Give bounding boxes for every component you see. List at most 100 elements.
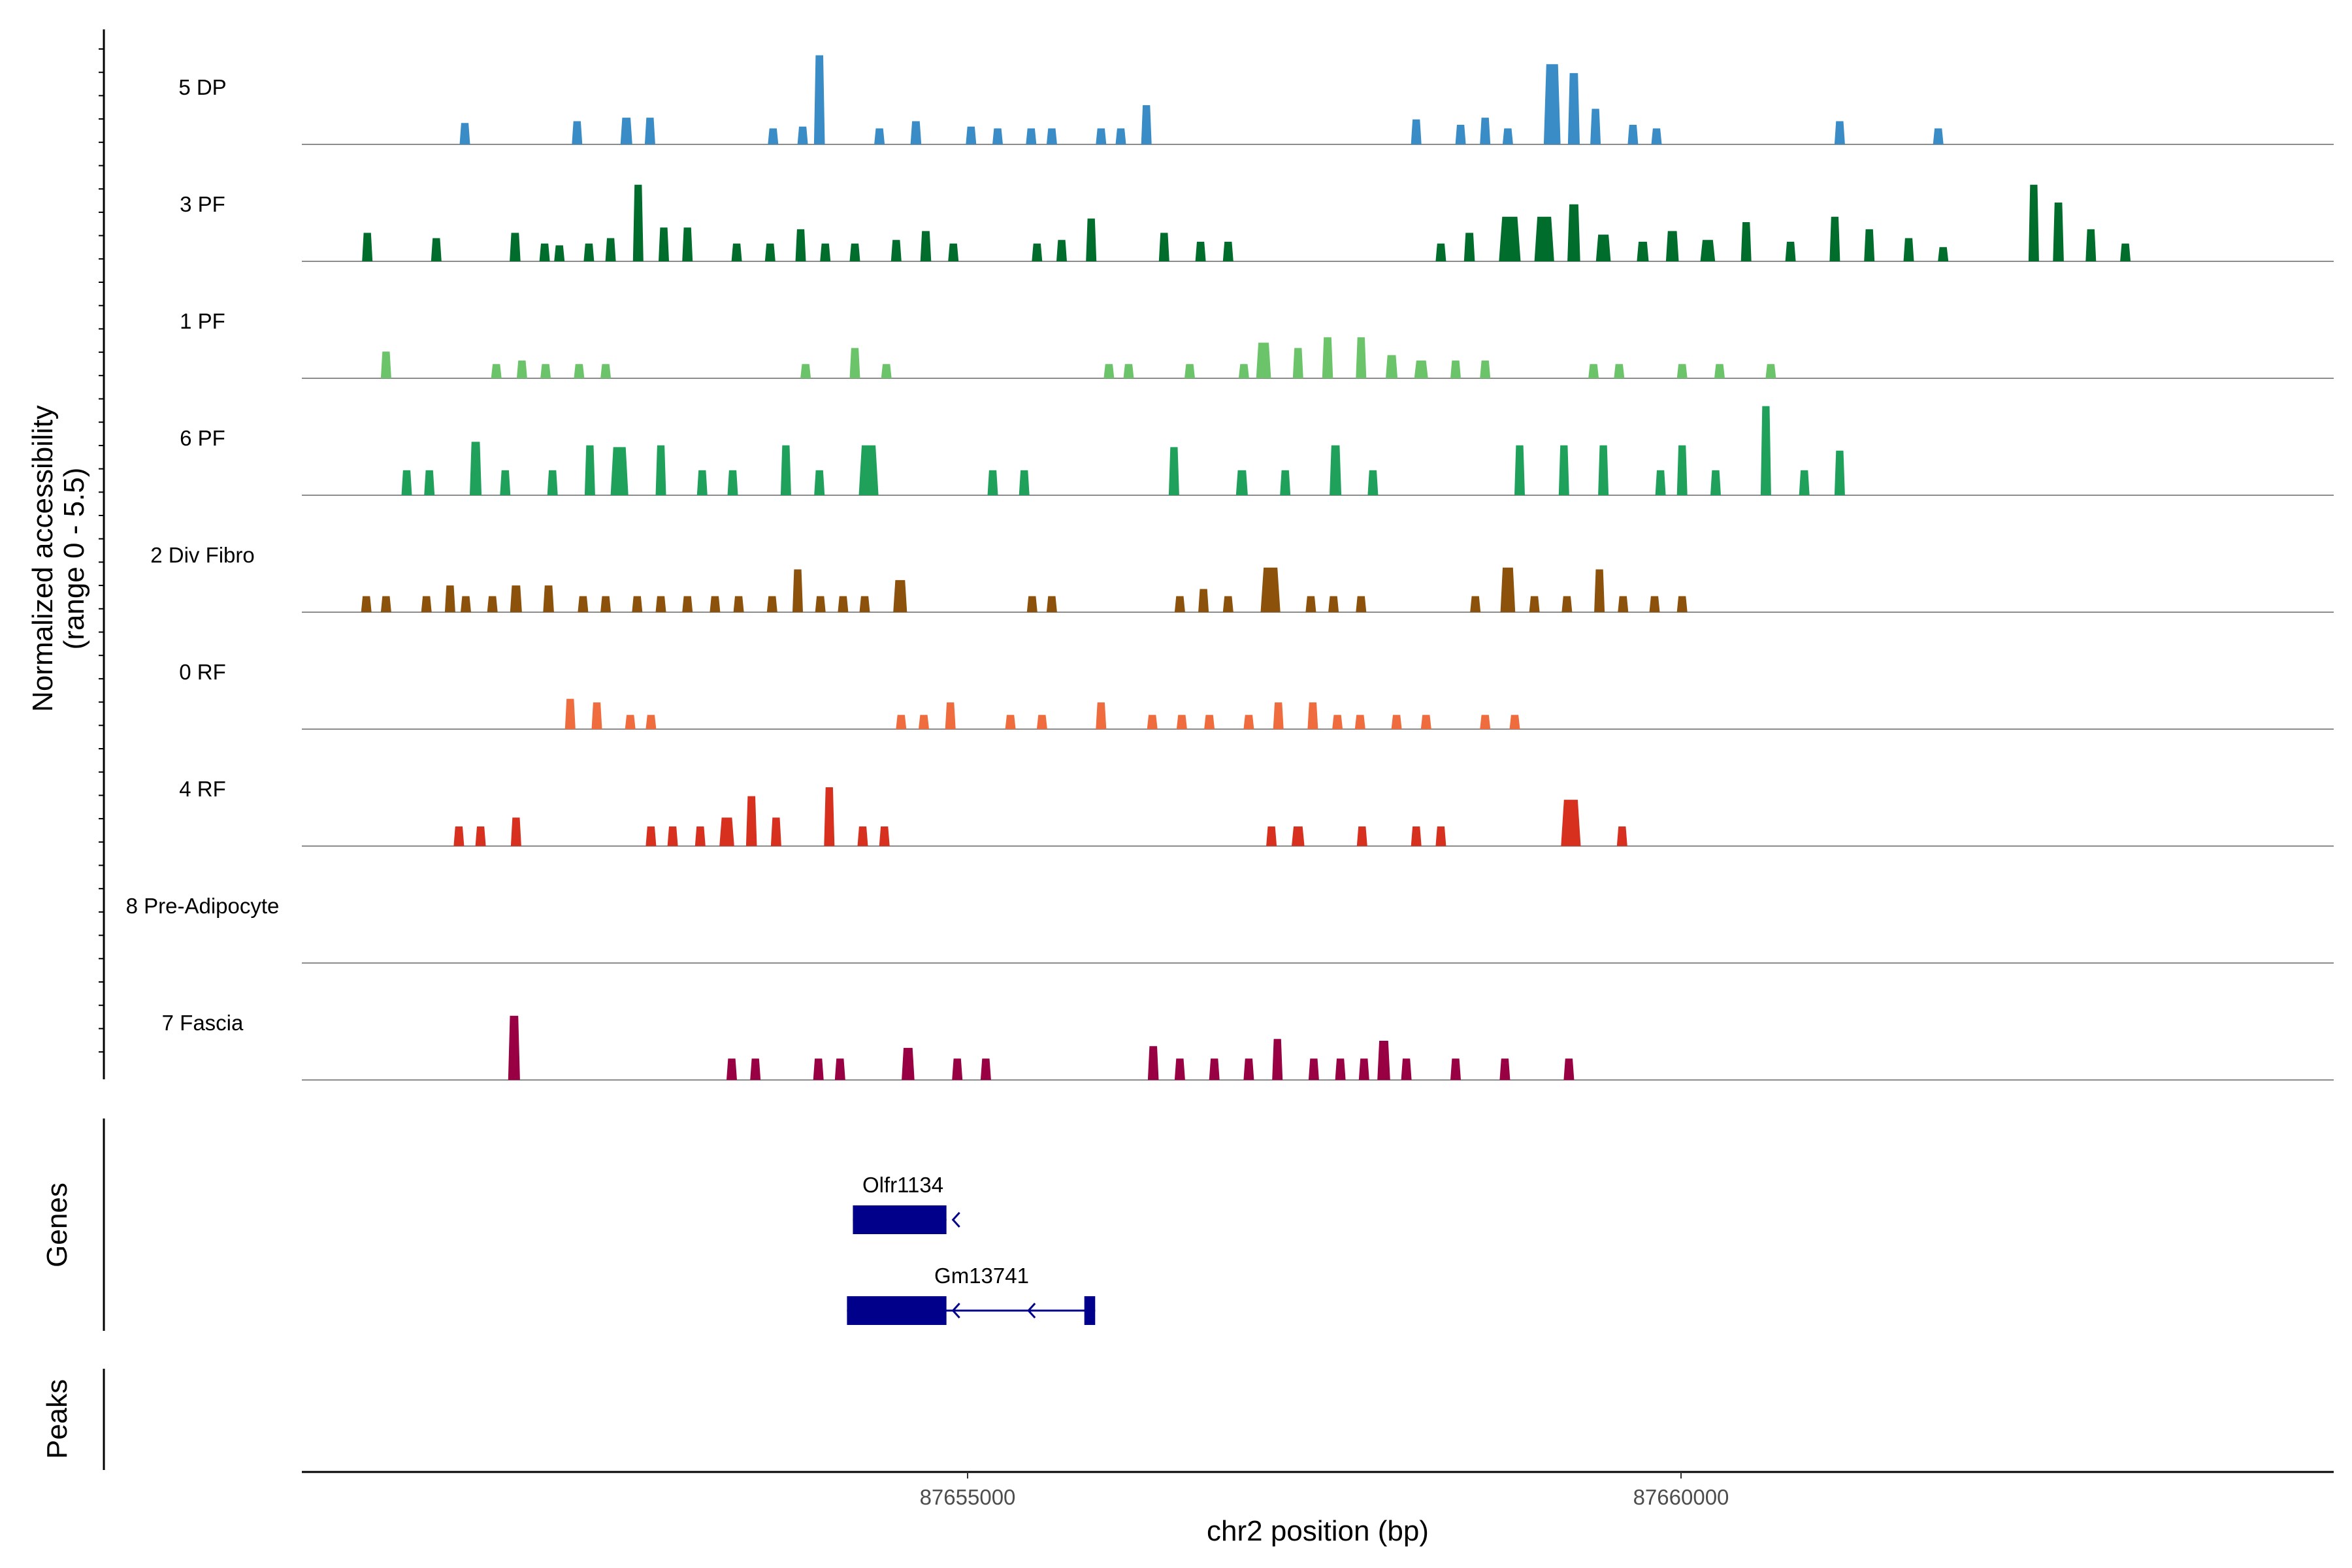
coverage-peak: [1938, 247, 1949, 261]
coverage-peak: [1655, 470, 1666, 495]
coverage-peak: [1567, 204, 1580, 261]
coverage-peak: [1834, 450, 1845, 495]
coverage-peak: [1391, 715, 1402, 729]
coverage-peak: [1377, 1041, 1390, 1080]
track-label: 4 RF: [179, 777, 226, 801]
coverage-peak: [1561, 596, 1573, 612]
track-2-div-fibro: 2 Div Fibro: [150, 543, 2334, 613]
coverage-peak: [1086, 218, 1097, 261]
coverage-peak: [659, 227, 669, 261]
coverage-peak: [1411, 826, 1422, 846]
coverage-peak: [510, 585, 522, 612]
coverage-peak: [1435, 826, 1446, 846]
coverage-tracks: 5 DP 3 PF 1 PF 6 PF 2 Div Fibro 0 RF 4 RF 8 Pre…: [126, 55, 2334, 1081]
coverage-peak: [1614, 364, 1625, 378]
coverage-peak: [564, 698, 576, 729]
coverage-peak: [453, 826, 465, 846]
coverage-peak: [797, 126, 808, 144]
coverage-peak: [1056, 240, 1067, 261]
coverage-peak: [1760, 406, 1771, 495]
coverage-peak: [632, 184, 644, 261]
coverage-peak: [945, 702, 956, 729]
coverage-peak: [1174, 1058, 1185, 1080]
coverage-peak: [858, 445, 879, 495]
x-axis-title: chr2 position (bp): [1207, 1515, 1429, 1547]
coverage-peak: [1280, 470, 1291, 495]
coverage-peak: [824, 787, 835, 846]
coverage-peak: [2028, 184, 2039, 261]
coverage-peak: [952, 1058, 963, 1080]
y-axis-title-line2: (range 0 - 5.5): [58, 468, 90, 650]
coverage-peak: [910, 121, 922, 144]
coverage-peak: [893, 580, 907, 612]
coverage-peak: [547, 470, 558, 495]
coverage-peak: [1435, 243, 1446, 261]
coverage-peak: [849, 348, 860, 378]
coverage-peak: [1700, 240, 1716, 261]
coverage-peak: [584, 445, 595, 495]
track-6-pf: 6 PF: [180, 406, 2334, 496]
coverage-peak: [1543, 64, 1561, 144]
x-axis-ticks: 87655000 87660000: [920, 1472, 1729, 1509]
coverage-peak: [919, 715, 929, 729]
coverage-peak: [1414, 360, 1428, 378]
track-label: 7 Fascia: [162, 1011, 244, 1035]
coverage-peak: [1480, 360, 1491, 378]
coverage-peak: [815, 596, 826, 612]
coverage-peak: [645, 715, 657, 729]
gene-exon: [1084, 1296, 1096, 1325]
coverage-peak: [710, 596, 721, 612]
coverage-peak: [820, 243, 831, 261]
gene-olfr1134: Olfr1134: [853, 1173, 960, 1234]
coverage-peak: [1509, 715, 1520, 729]
coverage-peak: [1420, 715, 1431, 729]
x-tick-label: 87660000: [1633, 1485, 1729, 1509]
coverage-peak: [1499, 216, 1521, 261]
coverage-peak: [362, 233, 373, 261]
coverage-peak: [896, 715, 907, 729]
coverage-peak: [966, 126, 977, 144]
coverage-peak: [459, 123, 470, 144]
coverage-peak: [1618, 596, 1629, 612]
coverage-peak: [1903, 238, 1914, 261]
peaks-panel-title: Peaks: [41, 1379, 73, 1459]
coverage-peak: [1243, 715, 1254, 729]
strand-arrow: [1027, 1302, 1036, 1319]
coverage-peak: [1627, 125, 1639, 144]
track-1-pf: 1 PF: [180, 309, 2334, 379]
coverage-peak: [1305, 596, 1316, 612]
coverage-peak: [600, 596, 612, 612]
coverage-peak: [1480, 715, 1491, 729]
coverage-peak: [508, 1015, 520, 1080]
coverage-peak: [745, 796, 757, 846]
coverage-peak: [1292, 348, 1303, 378]
gene-label: Olfr1134: [862, 1173, 943, 1197]
coverage-peak: [1036, 715, 1047, 729]
coverage-peak: [554, 245, 565, 261]
coverage-peak: [578, 596, 589, 612]
coverage-peak: [1147, 715, 1158, 729]
strand-arrow: [951, 1211, 960, 1228]
coverage-peak: [1260, 567, 1281, 612]
coverage-peak: [1184, 364, 1195, 378]
coverage-peak: [719, 817, 734, 846]
gene-exon: [847, 1296, 947, 1325]
coverage-peak: [1401, 1058, 1412, 1080]
coverage-peak: [1500, 567, 1516, 612]
coverage-peak: [361, 596, 372, 612]
track-3-pf: 3 PF: [180, 184, 2334, 262]
track-0-rf: 0 RF: [179, 660, 2334, 730]
coverage-peak: [2120, 243, 2131, 261]
coverage-peak: [1026, 128, 1037, 144]
coverage-peak: [510, 817, 521, 846]
coverage-peak: [1256, 342, 1271, 378]
coverage-peak: [2053, 203, 2064, 261]
coverage-peak: [380, 351, 391, 378]
coverage-peak: [1032, 243, 1043, 261]
coverage-peak: [948, 243, 959, 261]
coverage-peak: [516, 360, 527, 378]
coverage-peak: [380, 596, 391, 612]
track-4-rf: 4 RF: [179, 777, 2334, 847]
coverage-peak: [1710, 470, 1721, 495]
